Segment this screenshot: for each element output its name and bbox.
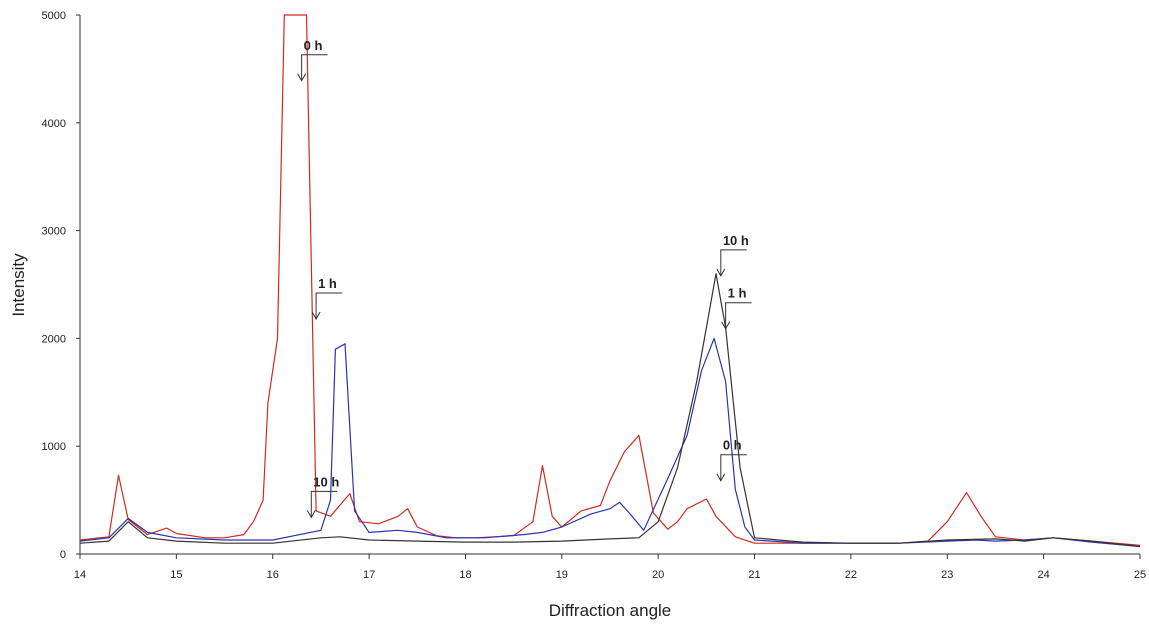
series-line-black: [79, 273, 1141, 548]
peak-annotation: 1 h: [311, 276, 343, 321]
down-arrow-icon: [311, 311, 321, 321]
peak-annotation: 1 h: [721, 286, 752, 330]
x-tick-label: 15: [170, 569, 182, 581]
x-axis: 14 15 16 17 18 19 20 21 22 23 24 25: [74, 553, 1146, 581]
x-tick-label: 25: [1134, 569, 1146, 581]
peak-annotation: 0 h: [297, 38, 328, 82]
down-arrow-icon: [716, 473, 726, 482]
annotation-label: 10 h: [313, 474, 339, 489]
x-tick-label: 16: [267, 569, 279, 581]
x-tick-label: 23: [941, 569, 953, 581]
annotation-leader: [720, 249, 747, 276]
y-ticks: 0 1000 2000 3000 4000 5000: [42, 10, 80, 561]
annotation-label: 0 h: [723, 438, 742, 453]
peak-annotation: 0 h: [716, 438, 747, 482]
x-ticks: 14 15 16 17 18 19 20 21 22 23 24 25: [74, 554, 1146, 581]
annotation-label: 0 h: [304, 38, 323, 53]
annotation-label: 1 h: [318, 276, 337, 291]
annotation-leader: [315, 292, 343, 319]
annotation-leader: [301, 54, 328, 81]
y-tick-label: 0: [60, 549, 66, 561]
y-axis: 0 1000 2000 3000 4000 5000: [42, 10, 81, 561]
x-tick-label: 20: [652, 569, 664, 581]
down-arrow-icon: [306, 510, 316, 519]
x-tick-label: 14: [74, 569, 86, 581]
annotation-label: 10 h: [723, 233, 749, 248]
series-layer: [79, 14, 1141, 548]
x-tick-label: 17: [363, 569, 375, 581]
x-tick-label: 18: [459, 569, 471, 581]
y-tick-label: 5000: [42, 10, 66, 22]
x-tick-label: 24: [1038, 569, 1050, 581]
x-tick-label: 21: [748, 569, 760, 581]
y-tick-label: 4000: [42, 118, 66, 130]
y-axis-title: Intensity: [9, 253, 28, 317]
peak-annotation: 10 h: [306, 474, 339, 519]
series-line-red: [79, 14, 1141, 546]
peak-annotation: 10 h: [716, 233, 749, 277]
x-axis-title: Diffraction angle: [549, 601, 672, 620]
y-tick-label: 1000: [42, 441, 66, 453]
down-arrow-icon: [721, 321, 731, 330]
annotation-label: 1 h: [728, 286, 747, 301]
y-tick-label: 3000: [42, 226, 66, 238]
x-tick-label: 19: [556, 569, 568, 581]
down-arrow-icon: [716, 268, 726, 277]
annotation-leader: [725, 302, 752, 329]
down-arrow-icon: [297, 73, 307, 82]
x-tick-label: 22: [845, 569, 857, 581]
annotation-leader: [720, 454, 747, 481]
annotation-leader: [310, 490, 338, 518]
y-tick-label: 2000: [42, 333, 66, 345]
annotation-layer: 0 h 1 h 10 h 10 h 1 h 0 h: [297, 38, 752, 519]
